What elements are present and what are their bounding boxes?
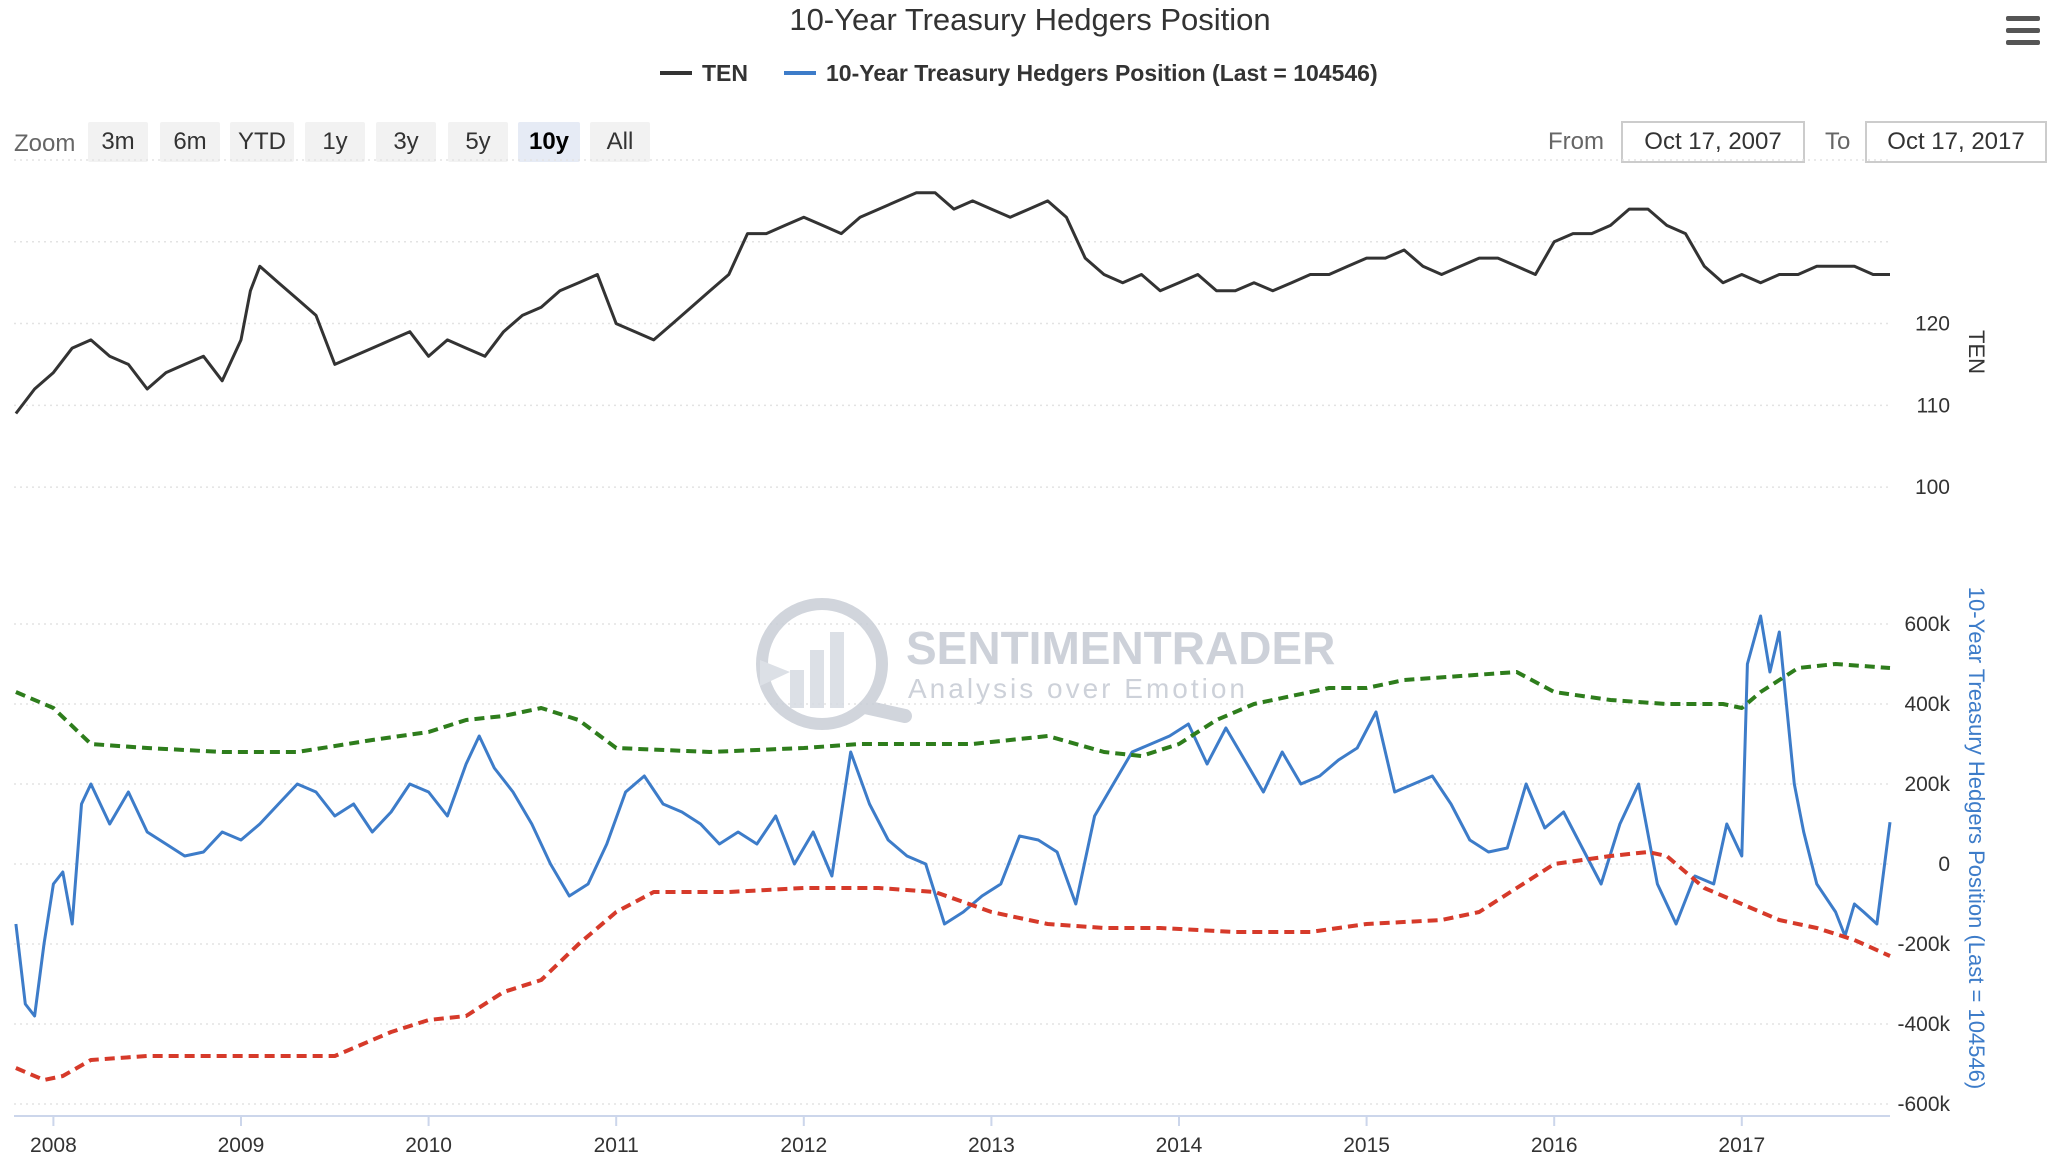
x-tick-label: 2014: [1156, 1134, 1203, 1157]
y-tick-label: 600k: [1904, 613, 1950, 636]
zoom-button-label: 10y: [529, 128, 570, 155]
legend: TEN 10-Year Treasury Hedgers Position (L…: [660, 60, 1378, 86]
zoom-button-5y[interactable]: 5y: [448, 122, 508, 162]
chart-title: 10-Year Treasury Hedgers Position: [789, 2, 1270, 37]
y-axis-title-ten: TEN: [1964, 330, 1989, 374]
y-tick-label: 400k: [1904, 693, 1950, 716]
watermark-tagline: Analysis over Emotion: [908, 673, 1248, 704]
to-date-value: Oct 17, 2017: [1887, 128, 2024, 155]
legend-item-hedgers[interactable]: 10-Year Treasury Hedgers Position (Last …: [784, 60, 1378, 86]
zoom-button-6m[interactable]: 6m: [160, 122, 220, 162]
zoom-button-label: 3m: [101, 128, 134, 155]
series-layer: [14, 191, 1892, 1082]
watermark-logo-icon: [756, 598, 912, 730]
hamburger-menu-icon[interactable]: [2006, 16, 2040, 45]
zoom-button-ytd[interactable]: YTD: [230, 122, 294, 162]
zoom-button-label: 1y: [322, 128, 347, 155]
legend-label-hedgers: 10-Year Treasury Hedgers Position (Last …: [826, 60, 1378, 86]
x-axis-ticks: 2008 2009 2010 2011 2012 2013 2014 2015 2016 2017: [30, 1116, 1765, 1157]
range-selector: Zoom 3m 6m YTD 1y 3y 5y 10y All From Oct 17, 20…: [14, 121, 2047, 163]
legend-label-ten: TEN: [702, 60, 748, 86]
x-tick-label: 2008: [30, 1134, 77, 1157]
zoom-button-3m[interactable]: 3m: [88, 122, 148, 162]
series-line-ten[interactable]: [14, 191, 1890, 415]
x-tick-label: 2011: [594, 1134, 639, 1157]
x-tick-label: 2010: [405, 1134, 452, 1157]
zoom-button-label: All: [607, 128, 634, 155]
y-tick-label: -400k: [1897, 1013, 1950, 1036]
zoom-button-label: YTD: [238, 128, 286, 155]
watermark: SENTIMENTRADER Analysis over Emotion: [756, 598, 1335, 730]
gridlines: [14, 159, 1890, 1105]
x-tick-label: 2015: [1343, 1134, 1390, 1157]
zoom-button-all[interactable]: All: [590, 122, 650, 162]
watermark-name: SENTIMENTRADER: [906, 622, 1335, 674]
from-label: From: [1548, 128, 1604, 155]
series-line-10-year-treasury-hedgers-position-last-104546[interactable]: [14, 614, 1892, 1018]
from-date-input[interactable]: Oct 17, 2007: [1621, 121, 1805, 163]
from-date-value: Oct 17, 2007: [1644, 128, 1781, 155]
zoom-button-label: 3y: [393, 128, 418, 155]
y-axis-price-ticks: 100 110 120: [1915, 313, 1950, 500]
x-tick-label: 2016: [1531, 1134, 1578, 1157]
zoom-button-label: 6m: [173, 128, 206, 155]
y-axis-hedgers-ticks: -600k -400k -200k 0 200k 400k 600k: [1897, 613, 1950, 1116]
series-line-lower-band[interactable]: [15, 850, 1891, 1082]
series-line-upper-band[interactable]: [15, 662, 1891, 758]
zoom-label: Zoom: [14, 130, 75, 157]
x-tick-label: 2012: [780, 1134, 827, 1157]
zoom-buttons: 3m 6m YTD 1y 3y 5y 10y All: [88, 122, 650, 162]
y-axis-title-hedgers: 10-Year Treasury Hedgers Position (Last …: [1964, 587, 1989, 1089]
zoom-button-10y[interactable]: 10y: [518, 122, 580, 162]
y-tick-label: 200k: [1904, 773, 1950, 796]
y-tick-label: -600k: [1897, 1093, 1950, 1116]
y-tick-label: 110: [1917, 394, 1950, 417]
legend-item-ten[interactable]: TEN: [660, 60, 748, 86]
y-tick-label: 0: [1938, 853, 1950, 876]
x-tick-label: 2013: [968, 1134, 1015, 1157]
x-tick-label: 2009: [218, 1134, 265, 1157]
zoom-button-3y[interactable]: 3y: [376, 122, 436, 162]
y-tick-label: 100: [1915, 476, 1950, 499]
to-label: To: [1825, 128, 1850, 155]
zoom-button-1y[interactable]: 1y: [305, 122, 365, 162]
y-tick-label: 120: [1915, 313, 1950, 336]
zoom-button-label: 5y: [465, 128, 490, 155]
x-tick-label: 2017: [1718, 1134, 1765, 1157]
to-date-input[interactable]: Oct 17, 2017: [1865, 121, 2047, 163]
y-tick-label: -200k: [1897, 933, 1950, 956]
